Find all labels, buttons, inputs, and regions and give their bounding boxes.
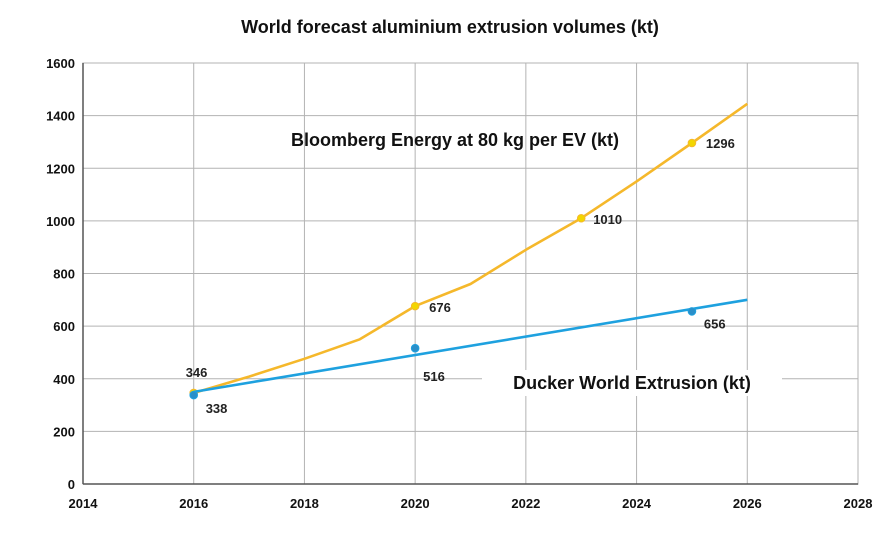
y-tick-label: 200 — [53, 424, 75, 439]
x-tick-label: 2020 — [401, 496, 430, 511]
data-point — [410, 343, 420, 353]
y-tick-label: 1400 — [46, 109, 75, 124]
chart-title: World forecast aluminium extrusion volum… — [241, 17, 659, 37]
y-tick-label: 1600 — [46, 56, 75, 71]
data-label: 516 — [423, 369, 445, 384]
x-tick-label: 2024 — [622, 496, 652, 511]
data-point — [687, 307, 697, 316]
data-point — [576, 213, 586, 223]
series-layer — [189, 102, 749, 400]
y-tick-label: 800 — [53, 267, 75, 282]
x-tick-label: 2014 — [69, 496, 99, 511]
y-tick-label: 1200 — [46, 161, 75, 176]
label-layer: 346 676 1010 1296 Bloomberg Energy at 80 kg … — [186, 130, 782, 416]
series-label-bg — [482, 370, 782, 396]
data-label: 676 — [429, 300, 451, 315]
data-point — [189, 390, 199, 400]
y-tick-label: 600 — [53, 319, 75, 334]
data-label: 346 — [186, 365, 208, 380]
data-label: 1010 — [593, 212, 622, 227]
data-label: 656 — [704, 316, 726, 331]
data-label: 1296 — [706, 136, 735, 151]
x-tick-label: 2028 — [844, 496, 873, 511]
grid-layer — [82, 62, 859, 485]
series-name-label: Bloomberg Energy at 80 kg per EV (kt) — [291, 130, 619, 150]
data-point — [410, 301, 420, 311]
y-tick-label: 1000 — [46, 214, 75, 229]
data-label: 338 — [206, 401, 228, 416]
x-tick-label: 2026 — [733, 496, 762, 511]
series-line-0 — [193, 102, 749, 395]
x-tick-label: 2016 — [179, 496, 208, 511]
series-name-label: Ducker World Extrusion (kt) — [513, 373, 751, 393]
x-tick-label: 2022 — [511, 496, 540, 511]
data-point — [687, 138, 697, 148]
y-tick-label: 400 — [53, 372, 75, 387]
y-tick-label: 0 — [68, 477, 75, 492]
axis-layer: 0 200 400 600 800 1000 1200 1400 1600 2014 2016 201… — [46, 56, 872, 511]
x-tick-label: 2018 — [290, 496, 319, 511]
series-line-1 — [193, 298, 748, 394]
